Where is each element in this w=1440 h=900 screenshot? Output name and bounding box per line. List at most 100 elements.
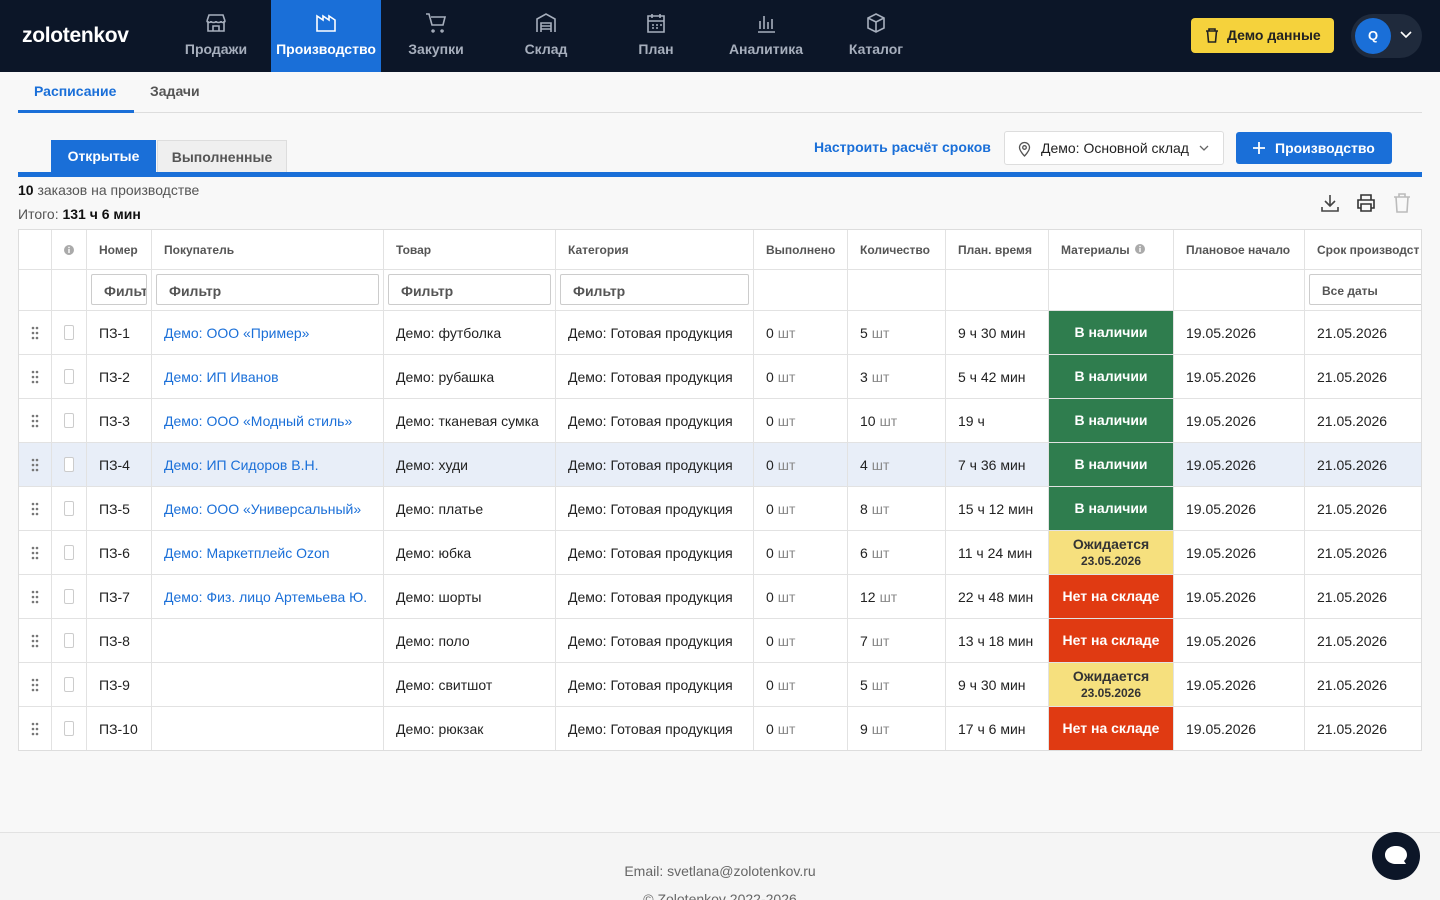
count-text: заказов на производстве <box>37 182 200 198</box>
done-cell: 0 шт <box>754 575 848 618</box>
drag-handle[interactable] <box>19 399 52 442</box>
drag-handle[interactable] <box>19 619 52 662</box>
delete-button[interactable] <box>1393 193 1411 213</box>
checkbox[interactable] <box>64 721 74 736</box>
nav-item[interactable]: Аналитика <box>711 0 821 72</box>
filter-input[interactable]: Фильтр <box>560 274 749 305</box>
column-header[interactable]: Покупатель <box>152 230 384 269</box>
materials-status: Нет на складе <box>1049 707 1174 750</box>
table-row[interactable]: ПЗ-5 Демо: ООО «Универсальный» Демо: плать… <box>19 487 1421 531</box>
drag-handle[interactable] <box>19 531 52 574</box>
done-cell: 0 шт <box>754 311 848 354</box>
drag-handle[interactable] <box>19 575 52 618</box>
filter-input[interactable]: Фильтр <box>91 274 147 305</box>
planned-time: 15 ч 12 мин <box>946 487 1049 530</box>
chat-icon <box>1385 846 1407 864</box>
filter-input[interactable]: Фильтр <box>156 274 379 305</box>
nav-item[interactable]: Производство <box>271 0 381 72</box>
column-header[interactable]: Выполнено <box>754 230 848 269</box>
customer-link[interactable]: Демо: ООО «Универсальный» <box>164 500 362 517</box>
checkbox[interactable] <box>64 413 74 428</box>
nav-item[interactable]: Каталог <box>821 0 931 72</box>
checkbox[interactable] <box>64 501 74 516</box>
table-row[interactable]: ПЗ-3 Демо: ООО «Модный стиль» Демо: тканев… <box>19 399 1421 443</box>
nav-item[interactable]: Склад <box>491 0 601 72</box>
planned-start: 19.05.2026 <box>1174 399 1305 442</box>
customer-link[interactable]: Демо: ИП Сидоров В.Н. <box>164 456 319 473</box>
trash-icon <box>1206 28 1218 43</box>
tab[interactable]: Расписание <box>34 83 117 99</box>
subtab[interactable]: Открытые <box>51 140 156 172</box>
table-row[interactable]: ПЗ-10 Демо: рюкзак Демо: Готовая продукция… <box>19 707 1421 750</box>
demo-button[interactable]: Демо данные <box>1191 18 1334 53</box>
filter-input[interactable]: Все даты <box>1309 274 1421 305</box>
subtab[interactable]: Выполненные <box>157 140 287 172</box>
table-row[interactable]: ПЗ-8 Демо: поло Демо: Готовая продукция 0 шт… <box>19 619 1421 663</box>
column-header[interactable]: Категория <box>556 230 754 269</box>
chat-button[interactable] <box>1372 832 1420 880</box>
nav-icon <box>536 13 556 32</box>
customer-link[interactable]: Демо: ООО «Пример» <box>164 324 310 341</box>
tab[interactable]: Задачи <box>150 83 200 99</box>
nav-item[interactable]: План <box>601 0 711 72</box>
customer-link[interactable]: Демо: ООО «Модный стиль» <box>164 412 353 429</box>
table-row[interactable]: ПЗ-2 Демо: ИП Иванов Демо: рубашка Демо: Го… <box>19 355 1421 399</box>
chevron <box>1400 31 1412 39</box>
checkbox[interactable] <box>64 633 74 648</box>
checkbox[interactable] <box>64 545 74 560</box>
info-icon <box>64 244 74 255</box>
column-header[interactable]: Номер <box>87 230 152 269</box>
drag-col <box>19 230 52 269</box>
done: 0 <box>766 544 774 561</box>
table-row[interactable]: ПЗ-9 Демо: свитшот Демо: Готовая продукция… <box>19 663 1421 707</box>
nav-icon <box>206 14 226 32</box>
drag-handle[interactable] <box>19 355 52 398</box>
column-header[interactable]: Срок производст <box>1305 230 1421 269</box>
customer-link[interactable]: Демо: ИП Иванов <box>164 368 279 385</box>
download-button[interactable] <box>1320 193 1340 213</box>
table-row[interactable]: ПЗ-6 Демо: Маркетплейс Ozon Демо: юбка Демо… <box>19 531 1421 575</box>
filter-cell <box>1049 270 1174 310</box>
table-row[interactable]: ПЗ-7 Демо: Физ. лицо Артемьева Ю. Демо: шо… <box>19 575 1421 619</box>
column-header[interactable]: Количество <box>848 230 946 269</box>
drag-handle[interactable] <box>19 487 52 530</box>
column-header[interactable]: Плановое начало <box>1174 230 1305 269</box>
done: 0 <box>766 588 774 605</box>
product: Демо: рубашка <box>384 355 556 398</box>
category: Демо: Готовая продукция <box>556 619 754 662</box>
checkbox[interactable] <box>64 457 74 472</box>
brand[interactable]: zolotenkov <box>22 24 129 47</box>
customer-link[interactable]: Демо: Маркетплейс Ozon <box>164 544 330 561</box>
filter-input[interactable]: Фильтр <box>388 274 551 305</box>
checkbox[interactable] <box>64 369 74 384</box>
checkbox[interactable] <box>64 589 74 604</box>
drag-handle[interactable] <box>19 443 52 486</box>
nav-item[interactable]: Продажи <box>161 0 271 72</box>
drag-handle[interactable] <box>19 707 52 750</box>
order-number: ПЗ-1 <box>87 311 152 354</box>
chevron <box>1199 145 1209 151</box>
customer-link[interactable]: Демо: Физ. лицо Артемьева Ю. <box>164 588 368 605</box>
settings-link[interactable]: Настроить расчёт сроков <box>814 139 991 155</box>
table-row[interactable]: ПЗ-4 Демо: ИП Сидоров В.Н. Демо: худи Демо:… <box>19 443 1421 487</box>
product: Демо: рюкзак <box>384 707 556 750</box>
column-header[interactable]: План. время <box>946 230 1049 269</box>
drag-handle[interactable] <box>19 311 52 354</box>
nav-item[interactable]: Закупки <box>381 0 491 72</box>
unit: шт <box>871 456 890 473</box>
column-header[interactable]: Материалы <box>1049 230 1174 269</box>
add-production-button[interactable]: Производство <box>1236 132 1392 164</box>
drag-icon <box>31 502 39 515</box>
column-header[interactable]: Товар <box>384 230 556 269</box>
checkbox[interactable] <box>64 677 74 692</box>
table-row[interactable]: ПЗ-1 Демо: ООО «Пример» Демо: футболка Демо… <box>19 311 1421 355</box>
status-label: В наличии <box>1074 324 1148 340</box>
print-button[interactable] <box>1356 193 1376 213</box>
checkbox[interactable] <box>64 325 74 340</box>
planned-start: 19.05.2026 <box>1174 531 1305 574</box>
account-menu[interactable]: Q <box>1351 14 1422 58</box>
nav-icon <box>758 16 775 33</box>
warehouse-select[interactable]: Демо: Основной склад <box>1004 131 1224 165</box>
drag-handle[interactable] <box>19 663 52 706</box>
drag-icon <box>31 722 39 735</box>
